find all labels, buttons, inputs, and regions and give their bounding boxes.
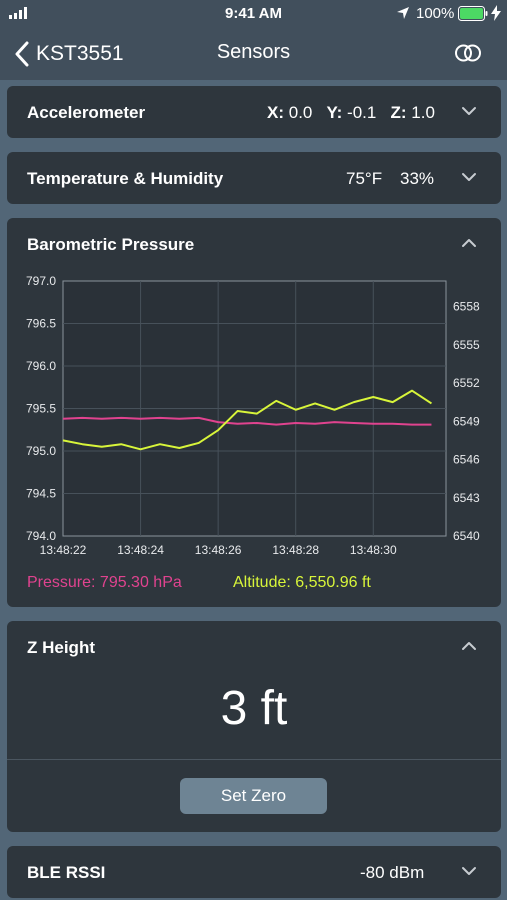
z-axis-label: Z: xyxy=(390,103,407,122)
y-left-tick-label: 795.5 xyxy=(26,402,56,416)
chevron-down-icon[interactable] xyxy=(461,866,477,876)
ble-rssi-label: BLE RSSI xyxy=(27,863,106,882)
pressure-series-line xyxy=(62,416,432,426)
chevron-up-icon[interactable] xyxy=(461,641,477,651)
temperature-humidity-label: Temperature & Humidity xyxy=(27,169,224,188)
divider xyxy=(7,759,501,760)
y-left-tick-label: 796.0 xyxy=(26,359,56,373)
barometric-pressure-label: Barometric Pressure xyxy=(27,235,195,254)
back-button[interactable]: KST3551 xyxy=(14,40,124,68)
signal-icon xyxy=(9,7,27,19)
y-left-tick-label: 796.5 xyxy=(26,317,56,331)
x-axis-value: 0.0 xyxy=(288,103,313,122)
y-right-tick-label: 6552 xyxy=(453,376,480,390)
humidity-value: 33% xyxy=(400,169,435,188)
y-right-tick-label: 6555 xyxy=(453,338,480,352)
accelerometer-card[interactable]: Accelerometer X: 0.0 Y: -0.1 Z: 1.0 xyxy=(7,86,501,138)
y-left-tick-label: 797.0 xyxy=(26,274,56,288)
x-tick-label: 13:48:24 xyxy=(117,543,164,557)
chevron-left-icon xyxy=(15,41,29,67)
link-rings-icon[interactable] xyxy=(454,42,482,64)
temperature-humidity-header[interactable]: Temperature & Humidity 75°F 33% xyxy=(27,152,501,204)
accelerometer-values: X: 0.0 Y: -0.1 Z: 1.0 xyxy=(267,103,435,123)
z-height-label: Z Height xyxy=(27,638,95,657)
z-height-value: 3 ft xyxy=(220,682,288,735)
status-bar: 9:41 AM 100% xyxy=(0,0,507,28)
y-left-tick-label: 794.5 xyxy=(26,487,56,501)
barometric-pressure-card: Barometric Pressure 13:48:22 13:48:24 13:4… xyxy=(7,218,501,607)
navigation-bar: KST3551 Sensors xyxy=(0,28,507,80)
y-left-tick-label: 795.0 xyxy=(26,444,56,458)
altitude-series-line xyxy=(62,389,433,451)
chevron-down-icon[interactable] xyxy=(461,106,477,116)
accelerometer-header[interactable]: Accelerometer X: 0.0 Y: -0.1 Z: 1.0 xyxy=(27,86,501,138)
chart-svg: 13:48:22 13:48:24 13:48:26 13:48:28 13:48:30… xyxy=(26,274,480,557)
battery-icon xyxy=(458,6,488,21)
altitude-legend: Altitude: 6,550.96 ft xyxy=(233,574,371,591)
charging-bolt-icon xyxy=(491,5,501,21)
z-height-header[interactable]: Z Height xyxy=(27,621,501,673)
pressure-legend: Pressure: 795.30 hPa xyxy=(27,574,182,591)
temperature-value: 75°F xyxy=(346,169,383,188)
x-tick-label: 13:48:22 xyxy=(40,543,87,557)
x-axis-label: X: xyxy=(267,103,284,122)
y-right-tick-label: 6558 xyxy=(453,300,480,314)
y-axis-label: Y: xyxy=(326,103,343,122)
y-left-tick-label: 794.0 xyxy=(26,529,56,543)
chevron-up-icon[interactable] xyxy=(461,238,477,248)
barometric-pressure-header[interactable]: Barometric Pressure xyxy=(27,218,501,270)
accelerometer-label: Accelerometer xyxy=(27,103,146,122)
y-right-tick-label: 6549 xyxy=(453,414,480,428)
temperature-humidity-card[interactable]: Temperature & Humidity 75°F 33% xyxy=(7,152,501,204)
pressure-altitude-chart: 13:48:22 13:48:24 13:48:26 13:48:28 13:48:30… xyxy=(7,270,501,560)
y-right-tick-label: 6543 xyxy=(453,491,480,505)
y-axis-value: -0.1 xyxy=(347,103,377,122)
set-zero-button[interactable]: Set Zero xyxy=(180,778,327,814)
z-height-card: Z Height 3 ft Set Zero xyxy=(7,621,501,832)
location-arrow-icon xyxy=(397,7,409,19)
ble-rssi-card[interactable]: BLE RSSI -80 dBm xyxy=(7,846,501,898)
back-label: KST3551 xyxy=(36,42,124,65)
z-axis-value: 1.0 xyxy=(411,103,435,122)
battery-percent: 100% xyxy=(416,5,455,22)
y-right-tick-label: 6546 xyxy=(453,453,480,467)
status-time: 9:41 AM xyxy=(225,5,282,22)
chevron-down-icon[interactable] xyxy=(461,172,477,182)
ble-rssi-value: -80 dBm xyxy=(360,863,425,882)
x-tick-label: 13:48:30 xyxy=(350,543,397,557)
ble-rssi-header[interactable]: BLE RSSI -80 dBm xyxy=(27,846,501,898)
x-tick-label: 13:48:28 xyxy=(272,543,319,557)
x-tick-label: 13:48:26 xyxy=(195,543,242,557)
y-right-tick-label: 6540 xyxy=(453,529,480,543)
